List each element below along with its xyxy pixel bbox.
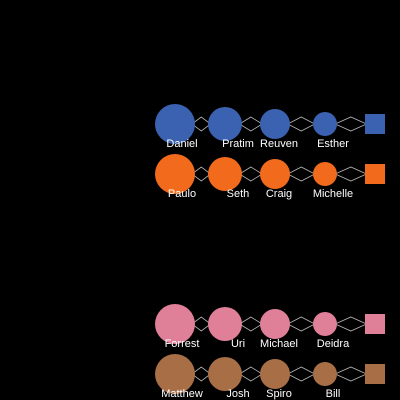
- person-node: [313, 112, 337, 136]
- person-label: Josh: [226, 388, 249, 400]
- person-node: [155, 104, 195, 144]
- person-node: [208, 307, 242, 341]
- person-label: Esther: [317, 138, 349, 150]
- person-label: Uri: [231, 338, 245, 350]
- person-label: Spiro: [266, 388, 292, 400]
- group-terminal-square: [365, 114, 385, 134]
- person-label: Daniel: [166, 138, 197, 150]
- person-node: [208, 157, 242, 191]
- person-node: [155, 154, 195, 194]
- person-node: [260, 159, 290, 189]
- group-row: Paulo Seth Craig Michelle: [155, 154, 385, 200]
- person-node: [208, 357, 242, 391]
- group-terminal-square: [365, 314, 385, 334]
- person-node: [155, 354, 195, 394]
- person-node: [313, 162, 337, 186]
- person-node: [155, 304, 195, 344]
- group-row: Matthew Josh Spiro Bill: [155, 354, 385, 400]
- person-node: [208, 107, 242, 141]
- person-label: Craig: [266, 188, 292, 200]
- person-label: Paulo: [168, 188, 196, 200]
- person-node: [313, 312, 337, 336]
- person-node: [260, 359, 290, 389]
- person-label: Bill: [326, 388, 341, 400]
- person-label: Pratim: [222, 138, 254, 150]
- person-label: Reuven: [260, 138, 298, 150]
- person-label: Seth: [227, 188, 250, 200]
- person-label: Forrest: [165, 338, 200, 350]
- person-label: Michelle: [313, 188, 353, 200]
- group-row: Forrest Uri Michael Deidra: [155, 304, 385, 350]
- person-label: Michael: [260, 338, 298, 350]
- person-label: Matthew: [161, 388, 203, 400]
- person-node: [313, 362, 337, 386]
- person-label: Deidra: [317, 338, 350, 350]
- group-terminal-square: [365, 364, 385, 384]
- group-terminal-square: [365, 164, 385, 184]
- person-node: [260, 309, 290, 339]
- group-row: Daniel Pratim Reuven Esther: [155, 104, 385, 150]
- person-node: [260, 109, 290, 139]
